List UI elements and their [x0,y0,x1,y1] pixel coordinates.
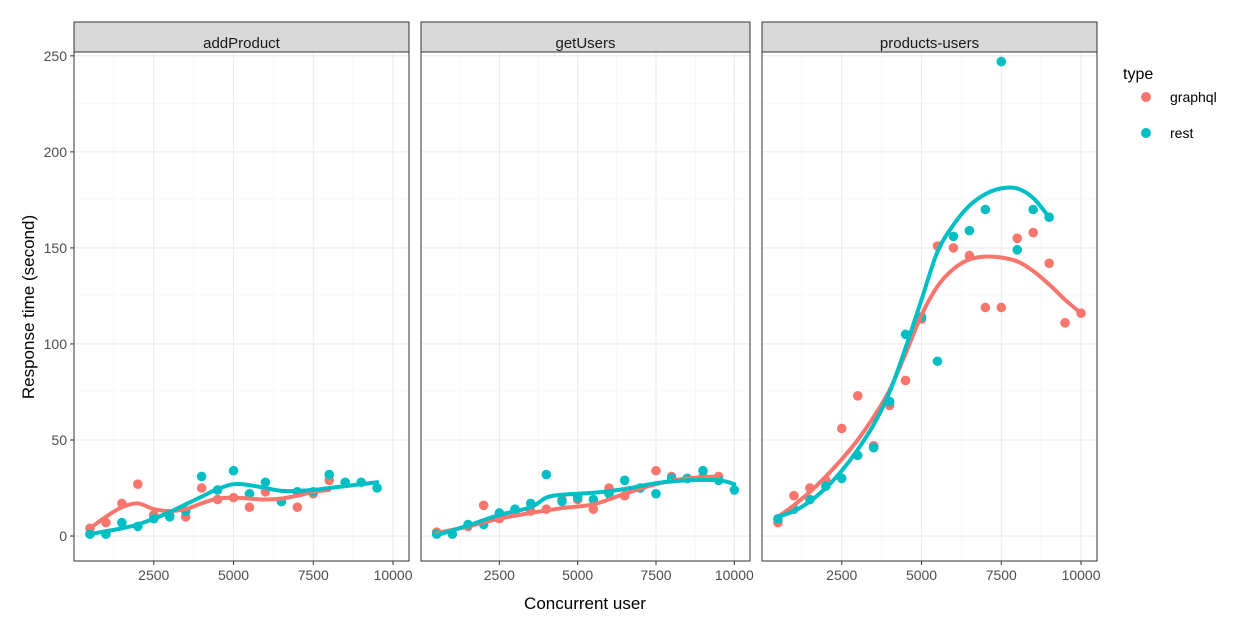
x-tick-label: 7500 [298,567,329,583]
data-point-rest [932,356,943,367]
x-tick-label: 2500 [826,567,857,583]
y-tick-label: 0 [59,528,67,544]
data-point-rest [948,231,959,242]
legend-key-rest [1141,128,1151,138]
y-axis: 0 50 100 150 200 250 [44,48,74,544]
data-point-graphql [852,391,863,401]
data-point-graphql [196,483,207,493]
smooth-line-graphql [88,487,332,531]
facet-panel-products-users: products-users 2500 5000 7500 10000 [761,21,1101,583]
legend-label: rest [1170,125,1193,141]
legend-title: type [1123,66,1153,83]
panel-background [421,52,750,561]
facet-strip-label: products-users [880,35,979,52]
x-tick-label: 5000 [218,567,249,583]
data-point-rest [260,477,271,488]
smooth-line-rest [88,480,380,537]
x-tick-label: 10000 [374,567,413,583]
data-point-rest [619,475,630,486]
data-point-rest [868,442,879,453]
smooth-line-graphql [776,254,1083,519]
data-point-rest [372,483,382,493]
x-tick-label: 5000 [906,567,937,583]
data-point-rest [698,465,708,476]
data-point-graphql [244,502,255,513]
data-point-rest [1028,204,1038,215]
legend: type graphql rest [1123,66,1217,141]
data-point-graphql [478,500,489,511]
y-tick-label: 50 [51,432,67,448]
data-point-rest [729,485,740,495]
data-point-rest [980,204,991,215]
facet-strip [73,21,410,53]
smooth-line-rest [434,477,737,538]
y-axis-title: Response time (second) [19,215,38,399]
facet-strip-label: getUsers [555,35,615,52]
x-tick-label: 7500 [986,567,1017,583]
x-tick-label: 2500 [138,567,169,583]
x-tick-label: 7500 [640,567,671,583]
panel-border [761,51,1098,562]
x-tick-label: 2500 [484,567,515,583]
data-point-graphql [651,465,661,476]
x-tick-label: 10000 [1062,567,1101,583]
data-point-graphql [133,479,143,489]
chart-panels: addProduct 2500 5000 7500 10000 getUsers 2500 5… [73,21,1101,583]
data-point-graphql [1044,258,1054,269]
data-point-graphql [1012,233,1023,244]
y-tick-label: 150 [44,240,68,256]
data-point-rest [996,56,1007,67]
facet-strip [761,21,1098,53]
x-tick-label: 10000 [715,567,754,583]
data-point-graphql [1060,318,1070,328]
facet-strip-label: addProduct [203,35,281,52]
data-point-rest [541,469,552,480]
data-point-rest [651,488,661,499]
data-point-graphql [980,302,991,313]
panel-border [73,51,410,562]
legend-item-rest: rest [1141,125,1193,141]
facet-strip [420,21,751,53]
y-tick-label: 250 [44,48,68,64]
data-point-rest [1012,245,1023,255]
data-point-graphql [996,302,1007,313]
data-point-rest [324,469,335,480]
panel-border [420,51,751,562]
y-tick-label: 200 [44,144,68,160]
data-point-rest [196,471,207,482]
x-axis-title: Concurrent user [524,594,646,613]
data-point-rest [228,465,239,476]
data-point-graphql [836,423,847,434]
data-point-graphql [1028,227,1038,238]
data-point-rest [964,225,975,236]
data-point-rest [557,496,567,507]
facet-panel-addproduct: addProduct 2500 5000 7500 10000 [73,21,413,583]
data-point-graphql [292,502,303,513]
legend-label: graphql [1170,89,1217,105]
legend-item-graphql: graphql [1141,89,1217,105]
x-tick-label: 5000 [562,567,593,583]
data-point-graphql [900,375,911,386]
data-point-graphql [789,490,799,501]
smooth-line-rest [776,185,1052,519]
facet-panel-getusers: getUsers 2500 5000 7500 10000 [420,21,754,583]
y-tick-label: 100 [44,336,68,352]
data-point-rest [244,488,255,499]
data-point-rest [117,517,127,528]
legend-key-graphql [1141,92,1151,102]
data-point-graphql [948,243,959,253]
